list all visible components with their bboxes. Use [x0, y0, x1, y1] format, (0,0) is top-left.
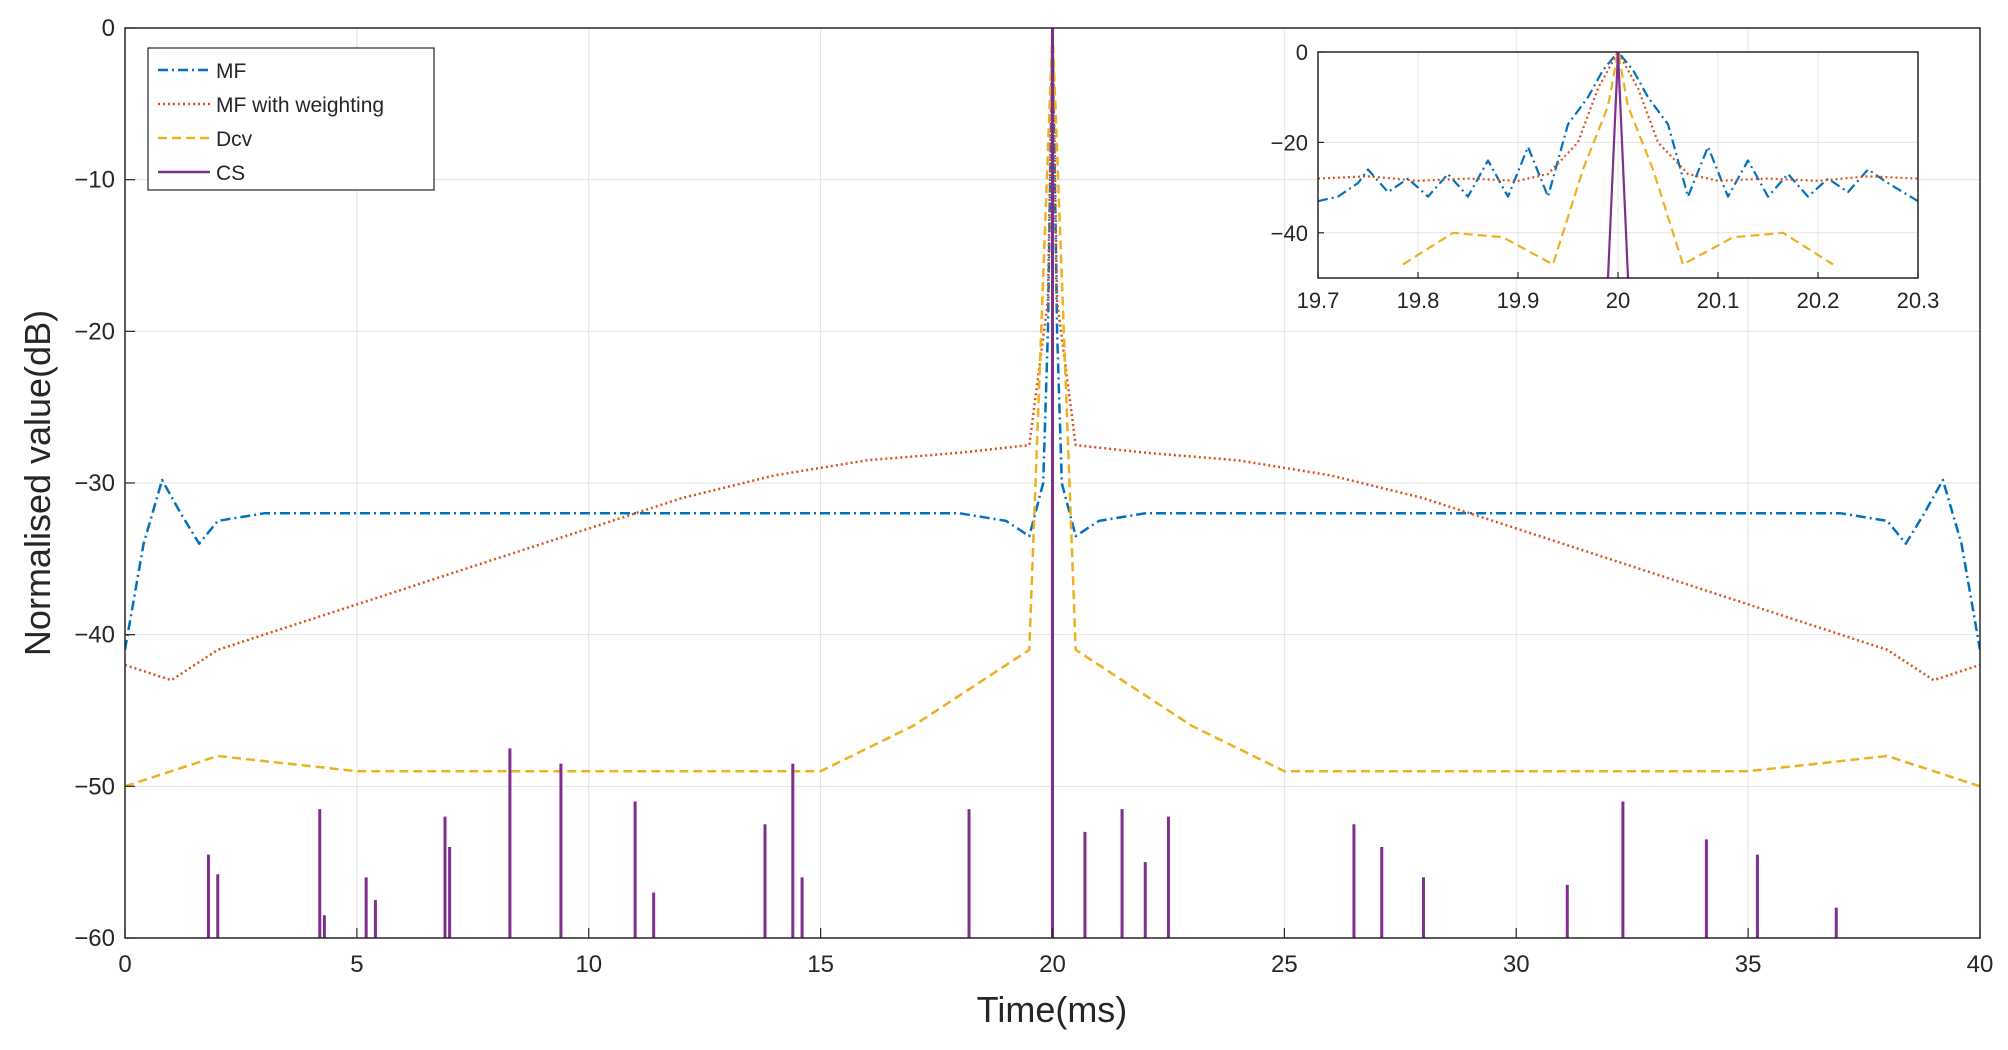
inset-x-tick-label: 20 [1606, 288, 1630, 313]
legend-label-cs: CS [216, 162, 245, 185]
main-x-tick-label: 30 [1503, 951, 1530, 978]
main-y-tick-label: −30 [74, 470, 115, 497]
legend-box [147, 47, 435, 191]
inset-x-tick-label: 20.2 [1797, 288, 1840, 313]
legend-label-dcv: Dcv [216, 128, 253, 151]
main-x-axis: 0 5 10 15 20 25 30 35 40 [118, 928, 1993, 978]
main-x-tick-label: 10 [575, 951, 602, 978]
main-x-tick-label: 40 [1967, 951, 1994, 978]
inset-x-tick-label: 19.9 [1497, 288, 1540, 313]
main-y-tick-label: −10 [74, 167, 115, 194]
legend-label-mf-weighting: MF with weighting [216, 94, 384, 117]
main-x-tick-label: 15 [807, 951, 834, 978]
inset-y-tick-label: 0 [1296, 40, 1308, 65]
legend: MF MF with weighting Dcv CS [147, 47, 435, 191]
inset-x-tick-label: 19.7 [1297, 288, 1340, 313]
main-series-mf-with-weighting [125, 28, 1980, 682]
main-x-tick-label: 5 [350, 951, 363, 978]
inset-mf-line [1318, 52, 1918, 203]
inset-series-layer [1318, 52, 1918, 278]
main-y-tick-label: 0 [102, 15, 115, 42]
legend-label-mf: MF [216, 60, 246, 83]
inset-x-tick-label: 20.3 [1897, 288, 1940, 313]
inset-x-axis: 19.7 19.8 19.9 20 20.1 20.2 20.3 [1297, 272, 1940, 313]
main-series-layer [125, 28, 1980, 938]
inset-y-tick-label: −40 [1271, 221, 1308, 246]
inset-y-tick-label: −20 [1271, 130, 1308, 155]
main-x-tick-label: 35 [1735, 951, 1762, 978]
main-y-axis: 0 −10 −20 −30 −40 −50 −60 [74, 15, 135, 952]
main-y-tick-label: −50 [74, 773, 115, 800]
main-y-tick-label: −60 [74, 925, 115, 952]
main-x-tick-label: 25 [1271, 951, 1298, 978]
inset-plot: 19.7 19.8 19.9 20 20.1 20.2 20.3 0 −20 −40 [1271, 40, 1940, 313]
inset-cs-line [1606, 52, 1630, 278]
main-mf-with-weighting-line [125, 28, 1980, 682]
y-axis-label: Normalised value(dB) [17, 310, 58, 656]
main-x-tick-label: 20 [1039, 951, 1066, 978]
main-series-dcv [125, 28, 1980, 788]
inset-x-tick-label: 19.8 [1397, 288, 1440, 313]
main-series-cs [206, 28, 1838, 938]
inset-series-mf [1318, 52, 1918, 203]
main-x-tick-label: 0 [118, 951, 131, 978]
inset-y-axis: 0 −20 −40 [1271, 40, 1324, 246]
main-y-tick-label: −40 [74, 622, 115, 649]
inset-series-cs [1606, 52, 1630, 278]
inset-x-tick-label: 20.1 [1697, 288, 1740, 313]
main-dcv-line [125, 28, 1980, 788]
x-axis-label: Time(ms) [977, 989, 1128, 1030]
main-y-tick-label: −20 [74, 318, 115, 345]
